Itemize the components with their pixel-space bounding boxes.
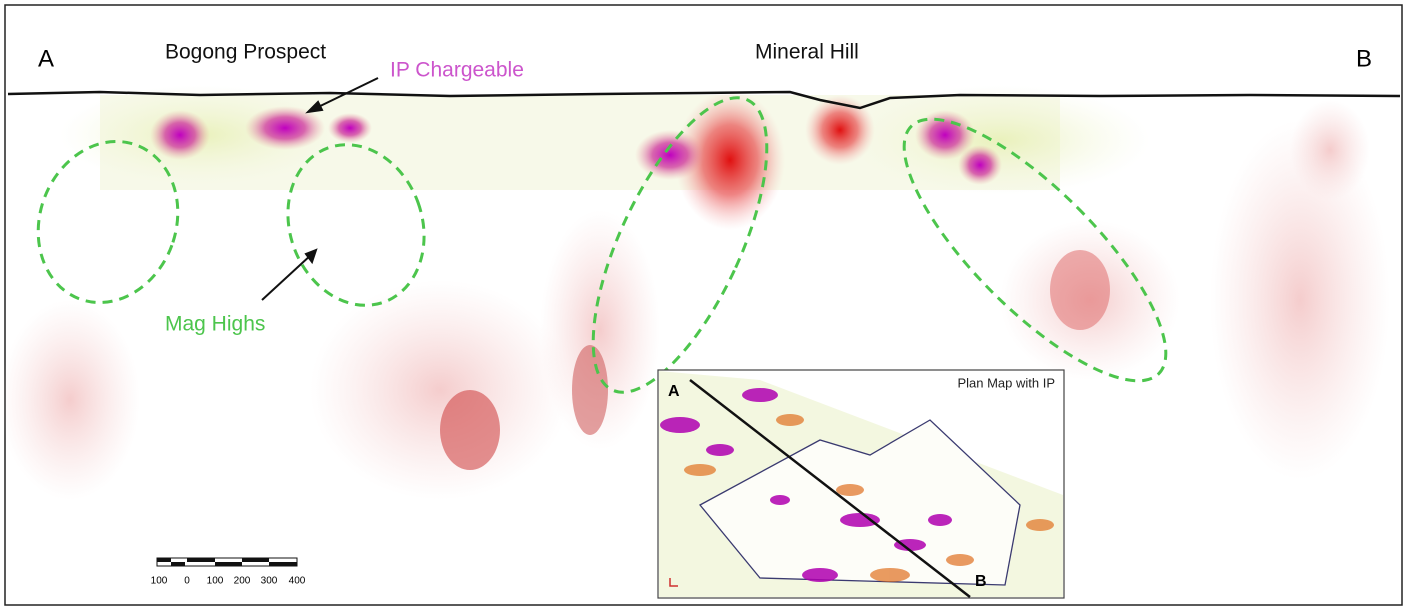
mag-annotation: Mag Highs [165,313,265,336]
scale-label: 100 [207,576,224,587]
scale-label: 100 [151,576,168,587]
inset-start: A [668,383,680,400]
location-label: Mineral Hill [755,41,859,64]
arrows [261,77,379,301]
scale-bar: 100 0 100 200 300 400 [151,557,306,587]
inset-end: B [975,573,987,590]
scale-label: 200 [234,576,251,587]
ip-annotation: IP Chargeable [390,59,524,82]
scale-label: 0 [184,576,190,587]
scale-label: 400 [289,576,306,587]
model-body [0,85,1390,500]
location-label: Bogong Prospect [165,41,326,64]
inset-title: Plan Map with IP [957,375,1055,390]
section-end: B [1356,45,1372,72]
scale-label: 300 [261,576,278,587]
inset-map: A B Plan Map with IP [657,369,1065,599]
topography [7,90,1401,110]
section-start: A [38,45,54,72]
